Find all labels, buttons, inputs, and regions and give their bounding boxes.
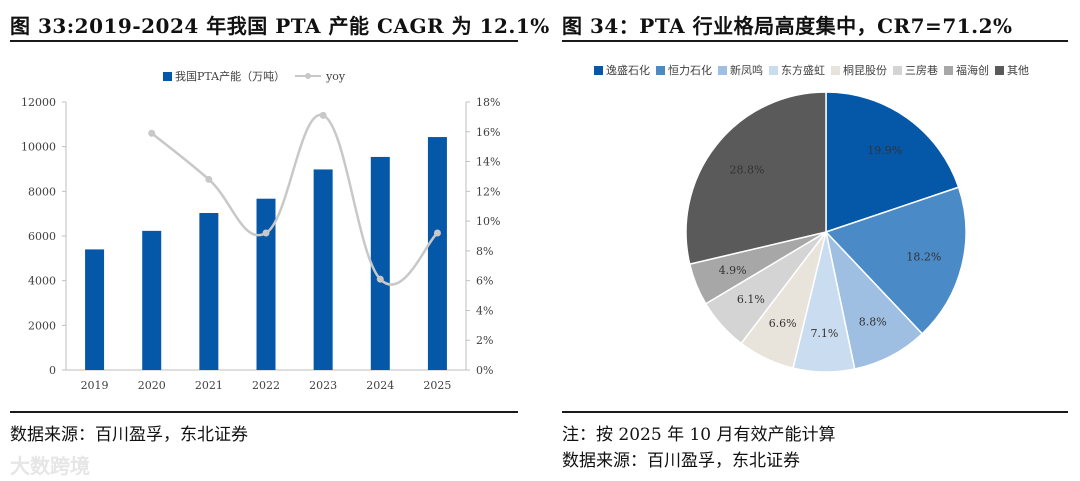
legend-label: 三房巷 [905,64,938,77]
pie-value-label: 18.2% [906,250,941,263]
right-tick-label: 18% [476,96,500,109]
left-source-rule [10,411,518,413]
x-tick-label: 2025 [423,379,451,390]
capacity-bar [85,249,105,370]
legend-bar-label: 我国PTA产能（万吨） [175,70,286,83]
x-tick-label: 2022 [252,379,280,390]
legend-bar-swatch [163,71,172,81]
right-tick-label: 12% [476,185,500,198]
right-tick-label: 14% [476,156,500,169]
legend-label: 福海创 [956,64,989,77]
pie-value-label: 4.9% [719,264,747,277]
left-tick-label: 6000 [28,230,56,243]
x-tick-label: 2020 [138,379,166,390]
left-tick-label: 4000 [28,275,56,288]
right-title-rule [562,40,1068,42]
legend-swatch [656,65,665,75]
right-tick-label: 6% [476,275,493,288]
right-chart-title: 图 34：PTA 行业格局高度集中，CR7=71.2% [562,14,1013,38]
left-tick-label: 0 [49,364,56,377]
yoy-line [150,114,439,286]
left-panel: 图 33:2019-2024 年我国 PTA 产能 CAGR 为 12.1% 我… [0,0,549,481]
pie-value-label: 8.8% [859,315,887,328]
x-tick-label: 2019 [81,379,109,390]
right-tick-label: 8% [476,245,493,258]
capacity-bar [199,212,219,370]
legend-swatch [995,65,1004,75]
left-source: 数据来源：百川盈孚，东北证券 [10,425,248,445]
combo-chart: 0 2000 4000 6000 8000 10000 12000 0% 2% 4% 6% 8% 10%… [21,96,500,390]
right-note: 注：按 2025 年 10 月有效产能计算 [562,425,836,445]
capacity-bar [370,156,390,370]
pie-value-label: 6.6% [769,317,797,330]
yoy-point [205,175,213,183]
pie-slice [824,186,967,335]
legend-swatch [769,65,778,75]
left-tick-label: 2000 [28,319,56,332]
legend-line-label: yoy [326,69,346,83]
right-tick-label: 4% [476,304,493,317]
legend-swatch [718,65,727,75]
yoy-point [376,275,384,283]
left-tick-label: 8000 [28,185,56,198]
left-tick-label: 12000 [21,96,56,109]
right-source-rule [562,411,1068,413]
legend-label: 恒力石化 [668,64,712,77]
right-source: 数据来源：百川盈孚，东北证券 [562,451,800,471]
pie-chart: 19.9% 18.2% 8.8% 7.1% 6.6% 6.1% 4.9% 28.8% [685,91,967,373]
capacity-bar [256,198,276,370]
right-tick-label: 16% [476,126,500,139]
legend-swatch [944,65,953,75]
yoy-point [433,229,441,237]
legend-label: 桐昆股份 [843,64,887,77]
legend-swatch [893,65,902,75]
left-tick-label: 10000 [21,141,56,154]
legend-label: 东方盛虹 [781,64,825,77]
left-title-rule [10,40,518,42]
legend-label: 其他 [1007,64,1029,77]
x-tick-label: 2023 [309,379,337,390]
legend-swatch [831,65,840,75]
left-chart-title: 图 33:2019-2024 年我国 PTA 产能 CAGR 为 12.1% [10,14,550,38]
watermark: 大数跨境 [10,454,90,478]
right-tick-label: 10% [476,215,500,228]
capacity-bar [427,137,447,370]
yoy-point [319,111,327,119]
legend-swatch [594,65,603,75]
x-tick-label: 2021 [195,379,223,390]
pie-slice [825,91,960,234]
capacity-bar [313,169,333,370]
pie-value-label: 6.1% [737,293,765,306]
right-tick-label: 2% [476,334,493,347]
yoy-point [148,129,156,137]
right-tick-label: 0% [476,364,493,377]
pie-value-label: 7.1% [810,327,838,340]
capacity-bar [142,230,162,370]
pie-value-label: 19.9% [867,144,902,157]
right-legend: 逸盛石化 恒力石化 新凤鸣 东方盛虹 桐昆股份 三房巷 福海创 其他 [588,62,1029,78]
right-panel: 图 34：PTA 行业格局高度集中，CR7=71.2% 逸盛石化 恒力石化 新凤鸣 东… [548,0,1080,481]
legend-line-swatch [295,73,322,79]
pie-slice [685,91,827,266]
legend-label: 新凤鸣 [730,64,763,77]
x-tick-label: 2024 [366,379,394,390]
legend-label: 逸盛石化 [606,64,650,77]
pie-value-label: 28.8% [729,163,764,176]
left-legend: 我国PTA产能（万吨） yoy [157,68,345,84]
yoy-point [262,229,270,237]
